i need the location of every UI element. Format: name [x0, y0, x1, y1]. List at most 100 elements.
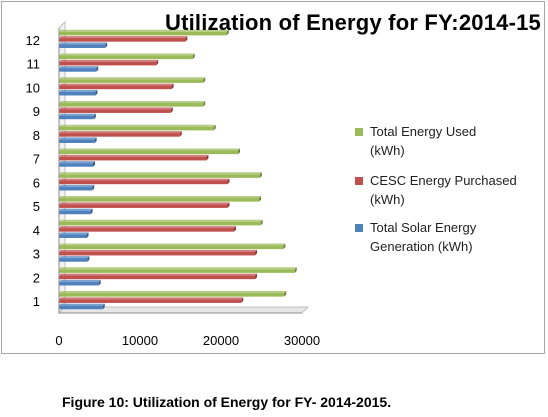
chart-title: Utilization of Energy for FY:2014-15: [165, 10, 541, 35]
bar-top-face: [59, 53, 195, 56]
bar: [59, 258, 88, 262]
bar-top-face: [59, 226, 236, 229]
legend-label: Total Solar Energy: [370, 220, 477, 235]
y-tick-label: 10: [26, 80, 40, 95]
bar: [59, 245, 284, 250]
legend-swatch: [355, 224, 363, 232]
bar-end-face: [259, 172, 262, 178]
bar-top-face: [59, 137, 97, 140]
bar: [59, 299, 242, 303]
bar-end-face: [203, 77, 206, 83]
bar: [59, 126, 214, 131]
bar-end-face: [102, 303, 105, 310]
bar-top-face: [59, 131, 182, 134]
bar-top-face: [59, 77, 206, 80]
bar: [59, 186, 93, 191]
bar: [59, 221, 261, 226]
bar: [59, 305, 103, 310]
bar: [59, 55, 193, 60]
legend-label: CESC Energy Purchased: [370, 173, 517, 188]
bar-end-face: [260, 219, 263, 226]
bar-end-face: [283, 243, 286, 250]
bar: [59, 281, 99, 286]
x-tick-label: 0: [55, 333, 62, 348]
bar-top-face: [59, 273, 258, 276]
bar-end-face: [255, 249, 258, 256]
bar: [59, 79, 204, 83]
bar-top-face: [59, 124, 216, 127]
bar: [59, 156, 207, 161]
y-tick-label: 2: [33, 270, 40, 285]
bar-top-face: [59, 243, 286, 246]
bar-top-face: [59, 208, 93, 211]
bar-end-face: [96, 66, 99, 72]
bar-end-face: [156, 59, 159, 66]
bar-top-face: [59, 184, 95, 187]
bar-top-face: [59, 249, 258, 252]
bar-top-face: [59, 42, 108, 45]
bar-top-face: [59, 154, 209, 157]
legend-swatch: [355, 177, 363, 185]
bar-top-face: [59, 178, 230, 181]
bar-top-face: [59, 101, 206, 104]
bar-top-face: [59, 219, 263, 222]
y-tick-label: 5: [33, 199, 40, 214]
bar: [59, 275, 256, 280]
bar-top-face: [59, 113, 96, 116]
bar-top-face: [59, 66, 99, 69]
y-tick-label: 12: [26, 33, 40, 48]
y-tick-label: 3: [33, 247, 40, 262]
legend-label: Total Energy Used: [370, 124, 477, 139]
bar-top-face: [59, 297, 244, 300]
bar: [59, 198, 260, 202]
y-tick-label: 7: [33, 152, 40, 167]
bar-end-face: [233, 226, 236, 232]
bar: [59, 139, 95, 143]
x-tick-label: 20000: [203, 333, 239, 348]
bar: [59, 251, 256, 256]
bar: [59, 61, 157, 66]
legend-label-unit: (kWh): [370, 143, 405, 158]
bar-top-face: [59, 148, 241, 151]
bar-top-face: [59, 196, 262, 199]
bar: [59, 68, 97, 72]
bar: [59, 293, 285, 297]
bar-top-face: [59, 59, 159, 62]
bar: [59, 115, 94, 120]
bar-end-face: [241, 297, 244, 303]
bar: [59, 44, 106, 48]
bar-end-face: [238, 148, 241, 155]
legend-label-unit: (kWh): [370, 192, 405, 207]
bar-end-face: [206, 154, 209, 161]
bar-end-face: [213, 124, 216, 131]
bar-top-face: [59, 161, 96, 164]
bar-end-face: [255, 273, 258, 280]
bar-top-face: [59, 279, 101, 282]
bar: [59, 163, 94, 167]
bar-end-face: [284, 291, 287, 297]
bar-top-face: [59, 36, 188, 39]
y-tick-label: 8: [33, 128, 40, 143]
bar: [59, 38, 186, 42]
bar-end-face: [93, 161, 96, 167]
bar: [59, 133, 180, 137]
bar-end-face: [192, 53, 195, 60]
x-tick-label: 10000: [122, 333, 158, 348]
y-tick-label: 9: [33, 104, 40, 119]
bar: [59, 109, 171, 113]
bar-top-face: [59, 202, 230, 205]
bar-end-face: [294, 267, 297, 273]
y-tick-label: 11: [27, 57, 41, 72]
bar-end-face: [90, 208, 93, 215]
bar-end-face: [94, 137, 97, 143]
bar: [59, 234, 87, 238]
bar-end-face: [185, 36, 188, 42]
bar-end-face: [86, 232, 89, 238]
bar: [59, 103, 204, 107]
bar-top-face: [59, 267, 297, 270]
bar-end-face: [87, 256, 90, 262]
bar-top-face: [59, 291, 287, 294]
bar: [59, 210, 91, 215]
bar-top-face: [59, 89, 98, 92]
